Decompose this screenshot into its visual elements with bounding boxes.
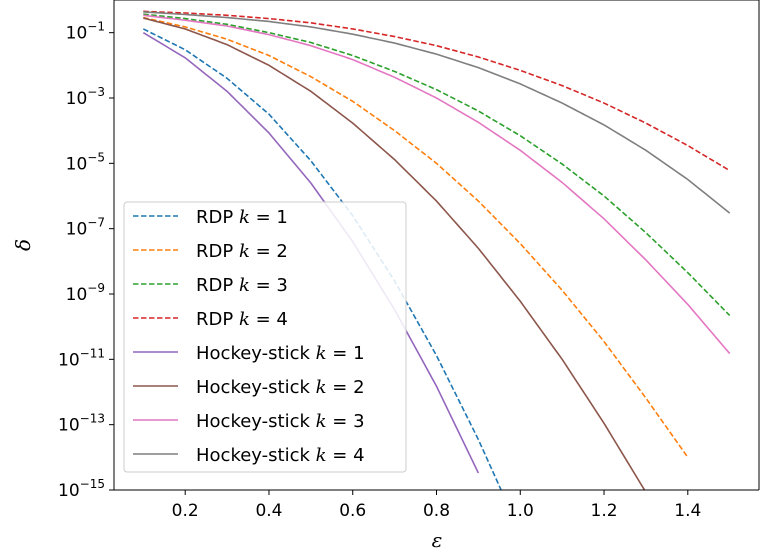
legend-entry: RDP k = 4 [133, 309, 288, 330]
y-tick-label: 10−15 [58, 477, 105, 501]
y-tick-label: 10−9 [66, 281, 105, 305]
legend-label: RDP k = 1 [196, 207, 288, 228]
series-line-hockey-stick-k-3 [143, 14, 731, 355]
legend-frame [123, 201, 407, 473]
y-axis-label: δ [11, 239, 35, 251]
legend-label: Hockey-stick k = 2 [196, 377, 365, 398]
x-tick-label: 1.2 [591, 501, 618, 521]
series-line-hockey-stick-k-4 [143, 11, 731, 214]
legend-entry: Hockey-stick k = 1 [133, 343, 365, 364]
y-tick-label: 10−1 [66, 20, 105, 44]
x-axis-label: ε [432, 528, 443, 552]
series-line-rdp-k-1 [142, 28, 502, 490]
x-tick-label: 1.0 [507, 501, 534, 521]
legend-label: Hockey-stick k = 3 [196, 411, 365, 432]
x-tick-label: 0.4 [255, 501, 282, 521]
legend-entry: RDP k = 3 [133, 275, 288, 296]
legend-label: RDP k = 3 [196, 275, 288, 296]
series-line-hockey-stick-k-1 [142, 31, 480, 474]
y-tick-label: 10−7 [66, 216, 105, 240]
x-tick-label: 1.4 [674, 501, 701, 521]
x-tick-label: 0.8 [423, 501, 450, 521]
series-line-rdp-k-3 [143, 13, 731, 317]
series-line-hockey-stick-k-2 [143, 17, 646, 490]
legend-entry: RDP k = 2 [133, 241, 288, 262]
legend-entry: RDP k = 1 [133, 207, 288, 228]
series-line-rdp-k-4 [143, 10, 731, 172]
series-line-rdp-k-2 [143, 16, 689, 458]
legend-entry: Hockey-stick k = 4 [133, 445, 365, 466]
x-tick-label: 0.2 [172, 501, 199, 521]
legend-label: RDP k = 2 [196, 241, 288, 262]
legend-label: Hockey-stick k = 1 [196, 343, 365, 364]
legend-label: RDP k = 4 [196, 309, 288, 330]
y-tick-label: 10−3 [66, 85, 105, 109]
y-tick-label: 10−5 [66, 150, 105, 174]
y-tick-label: 10−11 [58, 346, 105, 370]
y-tick-label: 10−13 [58, 412, 105, 436]
legend-entry: Hockey-stick k = 2 [133, 377, 365, 398]
legend-label: Hockey-stick k = 4 [196, 445, 365, 466]
axes: 0.2 0.4 0.6 0.8 1.0 1.2 1.4 10−15 10−13 10−11 10−9… [58, 0, 760, 521]
legend: RDP k = 1 RDP k = 2 RDP k = 3 RDP k = 4 Hock… [123, 201, 407, 473]
plot-lines [142, 10, 731, 490]
x-tick-label: 0.6 [339, 501, 366, 521]
legend-entry: Hockey-stick k = 3 [133, 411, 365, 432]
